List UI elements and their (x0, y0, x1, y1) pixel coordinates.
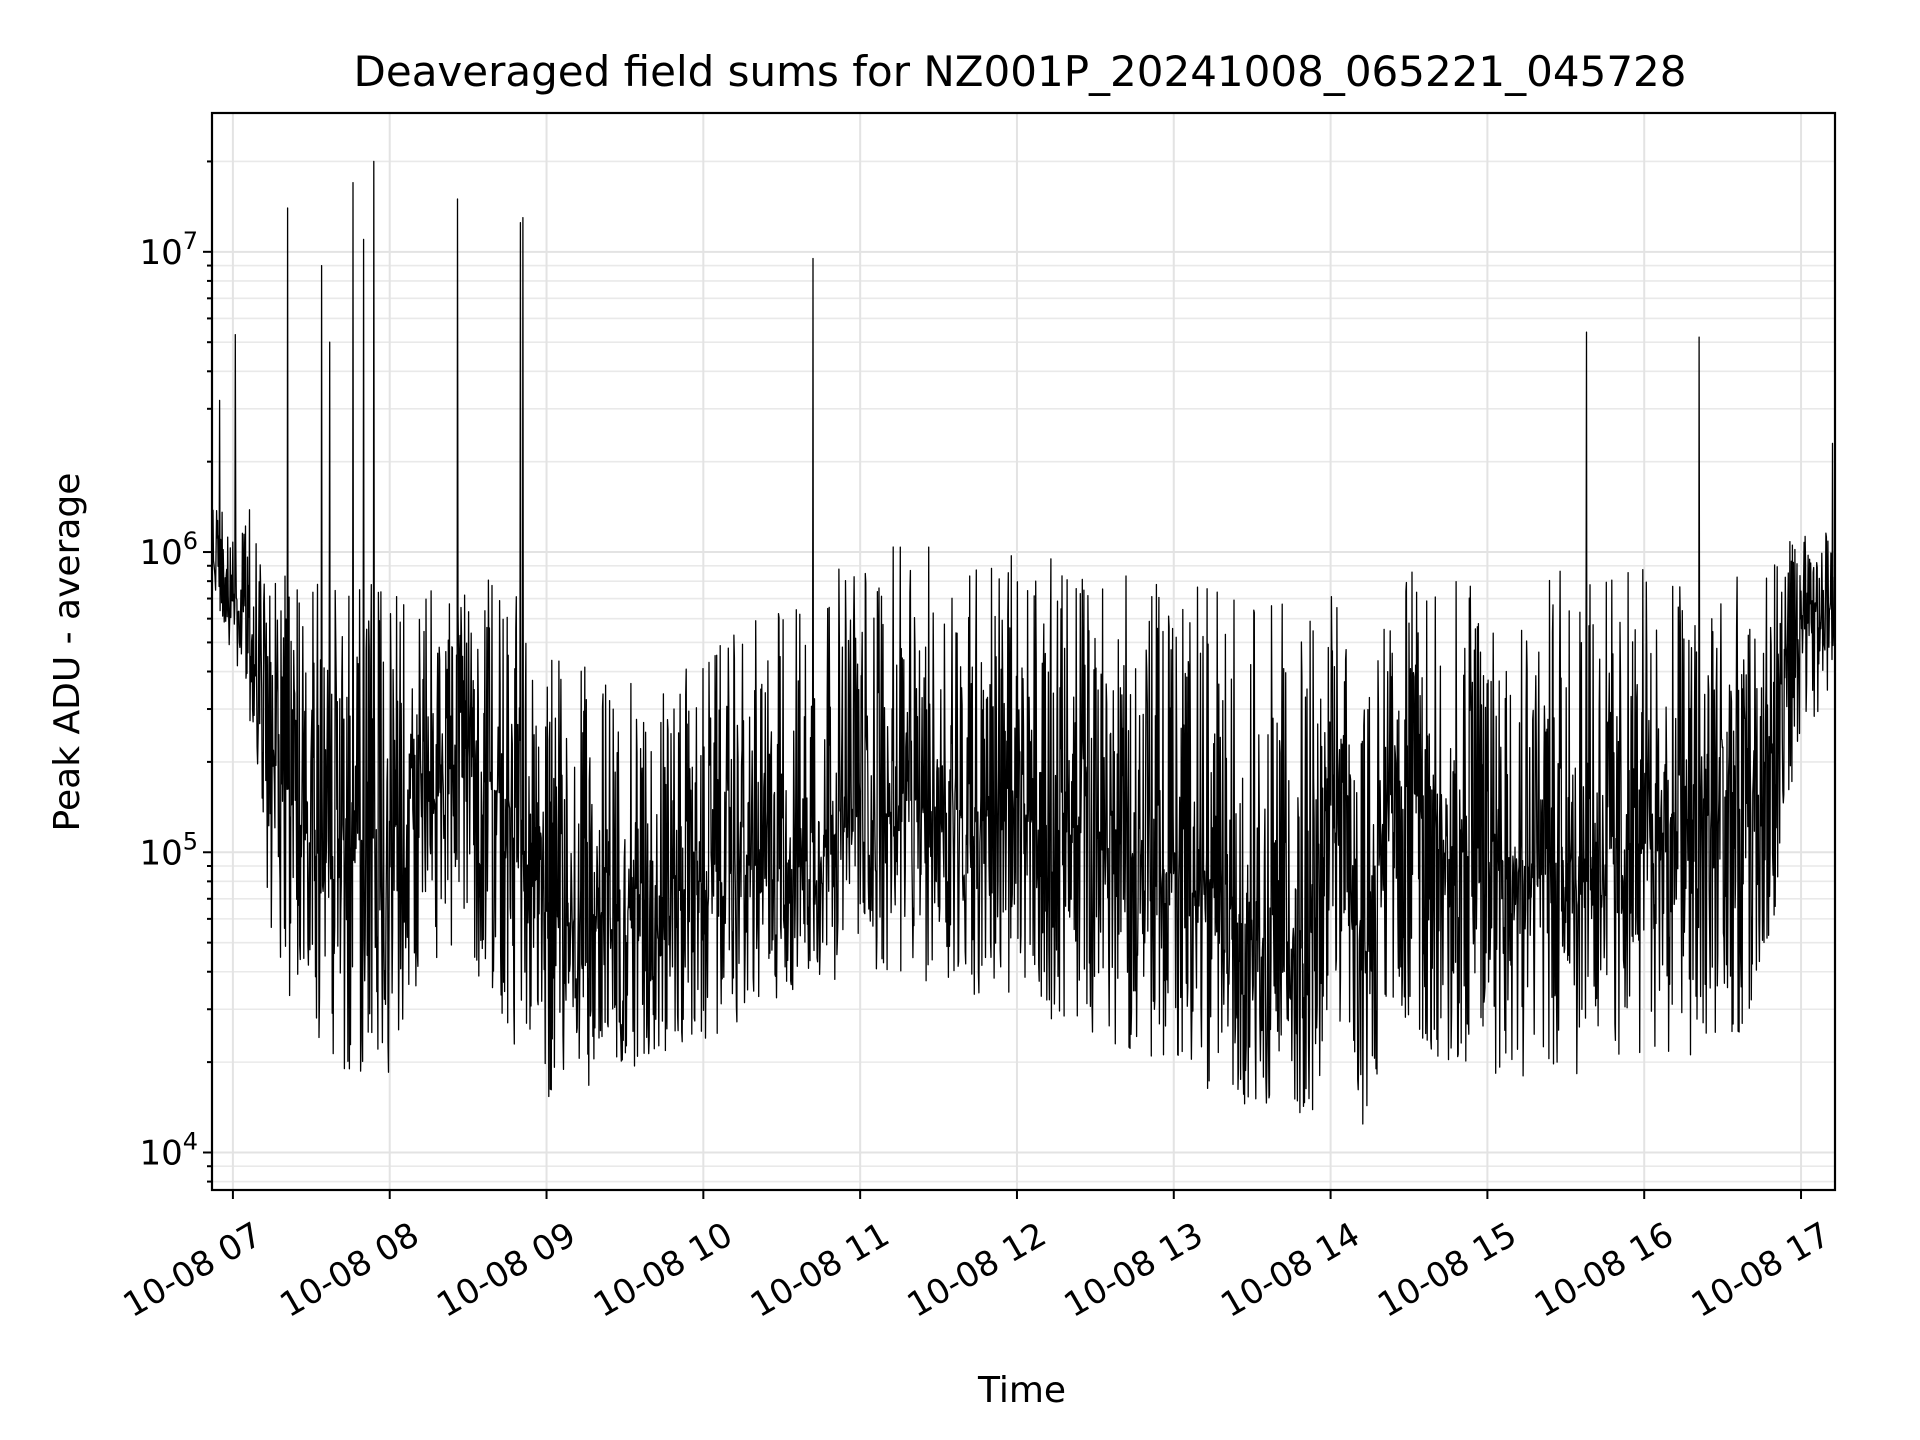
y-tick-label: 106 (139, 527, 198, 573)
y-tick-label: 104 (139, 1127, 198, 1173)
x-tick-label: 10-08 15 (1371, 1215, 1523, 1326)
y-tick-label: 107 (139, 227, 198, 273)
series-line (211, 160, 1836, 1125)
plot-frame (210, 111, 1837, 1192)
y-tick-label: 105 (139, 827, 198, 873)
y-tick-exponent: 5 (183, 827, 198, 855)
chart-title: Deaveraged field sums for NZ001P_2024100… (354, 47, 1687, 96)
y-tick-base: 10 (139, 533, 182, 573)
x-tick-label: 10-08 12 (901, 1215, 1053, 1326)
x-tick-label: 10-08 07 (117, 1215, 269, 1326)
x-axis-label: Time (977, 1370, 1066, 1411)
x-tick-label: 10-08 09 (430, 1215, 582, 1326)
y-tick-base: 10 (139, 233, 182, 273)
y-tick-base: 10 (139, 1133, 182, 1173)
x-tick-label: 10-08 08 (273, 1215, 425, 1326)
y-tick-exponent: 6 (183, 527, 198, 555)
y-tick-exponent: 7 (183, 227, 198, 255)
x-axis: 10-08 07 10-08 08 10-08 09 10-08 10 10-08 11… (117, 1190, 1837, 1326)
x-tick-label: 10-08 11 (744, 1215, 896, 1326)
y-tick-base: 10 (139, 833, 182, 873)
plot-series (211, 160, 1836, 1125)
y-axis-label: Peak ADU - average (47, 473, 88, 832)
x-tick-label: 10-08 16 (1528, 1215, 1680, 1326)
x-tick-label: 10-08 17 (1685, 1215, 1837, 1326)
y-tick-exponent: 4 (183, 1127, 198, 1155)
grid (212, 113, 1835, 1190)
x-tick-label: 10-08 13 (1057, 1215, 1209, 1326)
x-tick-label: 10-08 14 (1214, 1215, 1366, 1326)
x-tick-label: 10-08 10 (587, 1215, 739, 1326)
